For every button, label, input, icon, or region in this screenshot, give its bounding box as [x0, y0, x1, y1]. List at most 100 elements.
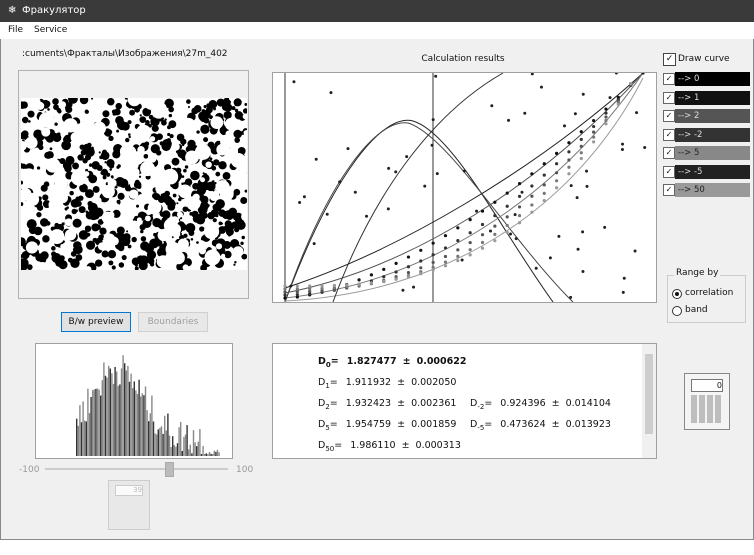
boundaries-button: Boundaries: [138, 312, 208, 332]
result-row: D-5=0.473624±0.013923: [470, 419, 611, 432]
dot: [354, 191, 357, 194]
dot: [345, 283, 348, 286]
dot: [615, 72, 618, 75]
dot: [514, 213, 517, 216]
scroll-thumb[interactable]: [645, 354, 653, 434]
hist-bar: [162, 434, 163, 456]
blob: [233, 130, 242, 139]
menu-item[interactable]: Service: [34, 22, 67, 39]
dot: [456, 239, 459, 242]
blob: [37, 166, 40, 169]
curve-item[interactable]: ✓--> -2: [663, 128, 750, 142]
blob: [83, 135, 89, 141]
calc-button[interactable]: 0: [684, 373, 730, 430]
dot: [481, 223, 484, 226]
blob: [240, 197, 247, 204]
blob: [148, 258, 155, 265]
curve-item[interactable]: ✓--> 5: [663, 146, 750, 160]
blob: [42, 235, 49, 242]
dot: [509, 232, 512, 235]
curve-item[interactable]: ✓--> -5: [663, 165, 750, 179]
slider-min: -100: [19, 465, 39, 475]
blob: [207, 204, 210, 207]
blob: [169, 114, 172, 117]
blob: [233, 264, 235, 266]
blob: [66, 206, 69, 209]
dot: [535, 267, 538, 270]
blob: [162, 169, 178, 185]
blob: [223, 175, 227, 179]
plus-minus: ±: [397, 377, 405, 388]
curve-item[interactable]: ✓--> 2: [663, 109, 750, 123]
blob: [99, 155, 103, 159]
blob: [69, 191, 73, 195]
dot: [592, 119, 595, 122]
dot: [481, 241, 484, 244]
value: 0.924396: [500, 398, 545, 409]
blob: [59, 255, 65, 261]
value: 1.827477: [347, 356, 397, 367]
blob: [204, 249, 220, 265]
dot: [405, 155, 408, 158]
dot: [394, 170, 397, 173]
dot: [604, 112, 607, 115]
hist-bar: [209, 452, 210, 456]
scrollbar[interactable]: [642, 344, 656, 458]
blob: [71, 132, 83, 144]
dot: [582, 93, 585, 96]
curve-item[interactable]: ✓--> 0: [663, 72, 750, 86]
blob: [98, 242, 106, 250]
blob: [21, 168, 36, 183]
blob: [50, 229, 65, 244]
blob: [64, 165, 72, 173]
dot: [506, 224, 509, 227]
dot: [518, 221, 521, 224]
blob: [185, 223, 195, 233]
checkbox: ✓: [663, 129, 675, 141]
blob: [144, 154, 149, 159]
curve-label: --> -5: [675, 165, 750, 179]
hist-bar: [170, 447, 171, 456]
checkbox[interactable]: ✓: [663, 53, 676, 66]
preview-button[interactable]: B/w preview: [61, 312, 131, 332]
blob: [200, 125, 209, 134]
blob: [168, 107, 174, 113]
dot: [444, 264, 447, 267]
blob: [109, 168, 111, 170]
blob: [178, 239, 189, 250]
dot: [543, 183, 546, 186]
hist-bar: [166, 430, 167, 456]
dot: [365, 215, 368, 218]
dot: [412, 286, 415, 289]
dot: [604, 107, 607, 110]
hist-bar: [119, 384, 120, 456]
menu-item[interactable]: File: [8, 22, 23, 39]
blob: [140, 230, 143, 233]
blob: [54, 122, 57, 125]
blob: [223, 241, 231, 249]
slider-thumb[interactable]: [165, 462, 174, 477]
blob: [218, 161, 226, 169]
blob: [167, 199, 175, 207]
blob: [222, 211, 230, 219]
hist-bar: [169, 436, 170, 456]
dot: [530, 172, 533, 175]
dot: [407, 275, 410, 278]
dot: [296, 287, 299, 290]
curve-item[interactable]: ✓--> 1: [663, 91, 750, 105]
curve-item[interactable]: ✓--> 50: [663, 183, 750, 197]
dot: [283, 296, 286, 299]
blob: [52, 98, 59, 105]
range-group: [667, 275, 746, 323]
dot: [555, 186, 558, 189]
blob: [119, 179, 128, 188]
dot: [629, 82, 632, 85]
checkbox: ✓: [663, 110, 675, 122]
dot: [382, 268, 385, 271]
dot: [357, 278, 360, 281]
radio[interactable]: [672, 306, 682, 316]
dot: [555, 171, 558, 174]
blob: [215, 172, 220, 177]
blob: [65, 218, 73, 226]
radio-checked[interactable]: [672, 289, 682, 299]
